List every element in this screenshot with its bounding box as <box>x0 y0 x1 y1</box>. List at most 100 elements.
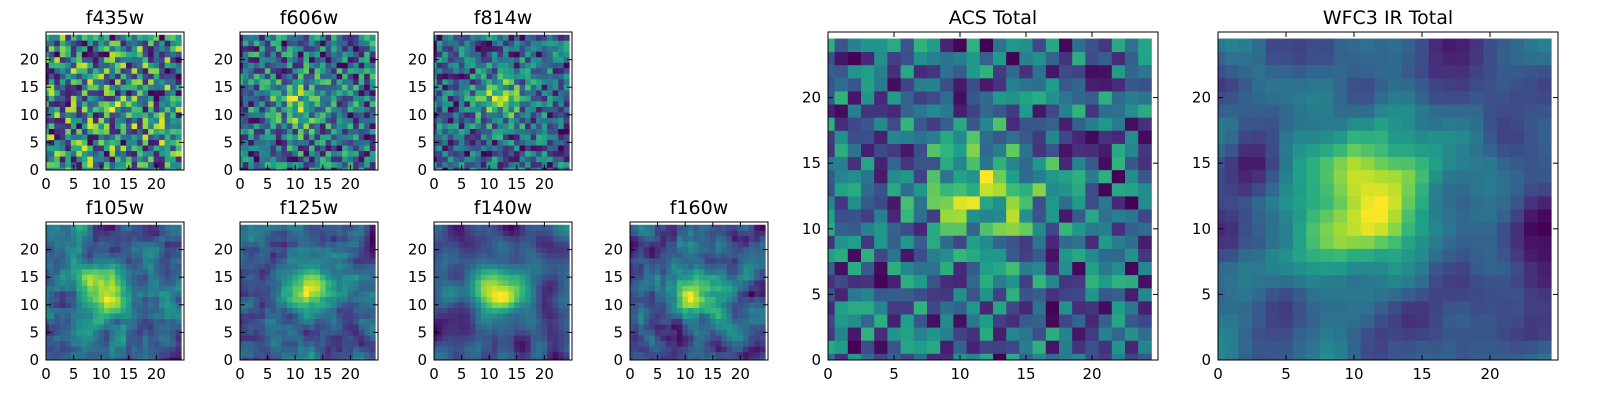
heatmap-cell <box>369 346 376 353</box>
heatmap-cell <box>126 351 132 358</box>
y-tick-label: 20 <box>408 241 427 259</box>
heatmap-cell <box>76 313 83 319</box>
heatmap-cell <box>286 274 293 281</box>
heatmap-cell <box>364 134 371 141</box>
heatmap-cell <box>170 78 177 85</box>
heatmap-cell <box>715 324 722 331</box>
heatmap-cell <box>303 67 310 74</box>
heatmap-cell <box>1006 327 1020 341</box>
heatmap-cell <box>253 346 260 353</box>
heatmap-cell <box>447 279 454 286</box>
heatmap-cell <box>364 128 371 135</box>
heatmap-cell <box>491 123 498 129</box>
heatmap-cell <box>475 73 482 80</box>
heatmap-cell <box>248 340 255 347</box>
heatmap-cell <box>358 139 365 146</box>
heatmap-cell <box>264 246 271 253</box>
heatmap-cell <box>434 150 438 157</box>
heatmap-cell <box>469 56 476 63</box>
heatmap-cell <box>514 313 520 319</box>
heatmap-cell <box>87 257 94 264</box>
heatmap-cell <box>486 67 493 74</box>
heatmap-cell <box>336 357 343 360</box>
heatmap-cell <box>541 296 548 303</box>
heatmap-cell <box>103 313 110 319</box>
heatmap-cell <box>248 156 255 163</box>
heatmap-cell <box>693 340 700 347</box>
heatmap-cell <box>70 56 77 63</box>
heatmap-cell <box>309 329 315 336</box>
heatmap-cell <box>834 261 849 276</box>
heatmap-cell <box>491 134 498 141</box>
heatmap-cell <box>264 340 271 347</box>
heatmap-cell <box>1085 340 1099 354</box>
heatmap-cell <box>491 329 498 336</box>
heatmap-cell <box>87 56 94 63</box>
heatmap-cell <box>292 274 299 281</box>
heatmap-cell <box>519 134 526 141</box>
heatmap-cell <box>81 161 88 168</box>
heatmap-cell <box>325 340 332 347</box>
heatmap-cell <box>759 224 766 231</box>
heatmap-cell <box>530 263 537 270</box>
heatmap-cell <box>993 169 1007 184</box>
heatmap-cell <box>87 246 94 253</box>
heatmap-cell <box>81 224 88 231</box>
heatmap-cell <box>309 128 315 135</box>
heatmap-cell <box>347 84 354 91</box>
heatmap-cell <box>126 161 132 168</box>
heatmap-cell <box>475 318 482 325</box>
heatmap-cell <box>759 329 766 336</box>
heatmap-cell <box>364 252 371 259</box>
heatmap-cell <box>65 324 72 331</box>
heatmap-cell <box>442 291 449 297</box>
heatmap-cell <box>109 279 116 286</box>
heatmap-cell <box>682 241 689 248</box>
heatmap-cell <box>248 62 255 69</box>
heatmap-cell <box>126 150 132 157</box>
heatmap-cell <box>508 45 515 52</box>
heatmap-cell <box>547 78 554 85</box>
heatmap-cell <box>913 156 928 171</box>
heatmap-cell <box>364 268 371 275</box>
heatmap-cell <box>103 101 110 107</box>
heatmap-cell <box>153 40 160 47</box>
heatmap-cell <box>109 67 116 74</box>
heatmap-cell <box>369 291 376 297</box>
heatmap-cell <box>475 134 482 141</box>
heatmap-cell <box>76 95 83 102</box>
heatmap-cell <box>726 235 733 242</box>
heatmap-cell <box>164 78 171 85</box>
heatmap-cell <box>253 291 260 297</box>
heatmap-cell <box>913 314 928 328</box>
heatmap-cell <box>126 235 132 242</box>
heatmap-cell <box>464 167 471 170</box>
heatmap-cell <box>303 40 310 47</box>
x-tick-label: 5 <box>69 365 79 383</box>
heatmap-cell <box>453 302 460 308</box>
heatmap-cell <box>743 224 750 231</box>
heatmap-cell <box>552 296 559 303</box>
heatmap-cell <box>164 324 171 331</box>
heatmap-cell <box>65 34 72 41</box>
heatmap-cell <box>270 268 277 275</box>
heatmap-cell <box>480 274 487 281</box>
heatmap-cell <box>671 252 678 259</box>
heatmap-cell <box>120 56 127 63</box>
heatmap-cell <box>297 139 304 146</box>
heatmap-cell <box>1125 222 1139 236</box>
heatmap-cell <box>442 161 449 168</box>
heatmap-cell <box>65 67 72 74</box>
heatmap-cell <box>364 246 371 253</box>
heatmap-cell <box>297 45 304 52</box>
heatmap-cell <box>353 62 360 69</box>
heatmap-cell <box>159 324 166 331</box>
heatmap-cell <box>59 263 66 270</box>
heatmap-cell <box>347 67 354 74</box>
heatmap-cell <box>342 84 349 91</box>
heatmap-cell <box>331 67 337 74</box>
heatmap-cell <box>159 134 166 141</box>
heatmap-cell <box>514 145 520 152</box>
heatmap-cell <box>81 89 88 96</box>
heatmap-cell <box>159 340 166 347</box>
